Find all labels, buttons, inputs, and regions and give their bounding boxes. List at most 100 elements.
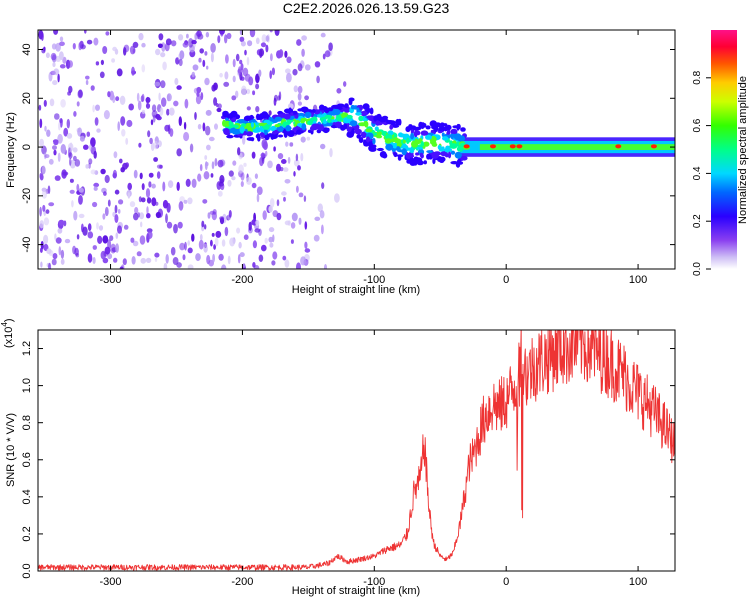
spectrogram-noise-cell [147,230,153,239]
spectrogram-noise-cell [83,144,89,150]
spectrogram-noise-cell [161,97,167,107]
spectrogram-noise-cell [217,190,223,197]
spectrogram-noise-cell [183,121,187,130]
spectrogram-band-cell [241,126,245,132]
spectrogram-band-cell [411,140,418,148]
spectrogram-noise-cell [176,181,180,191]
spectrogram-noise-cell [177,221,183,229]
snr-series-line [38,330,675,571]
spectrogram-noise-cell [115,232,119,239]
spectrogram-noise-cell [255,83,260,90]
spectrogram-noise-cell [242,67,249,77]
spectrogram-noise-cell [314,216,321,221]
spectrogram-noise-cell [87,231,94,239]
spectrogram-noise-cell [112,169,117,179]
spectrogram-noise-cell [58,219,65,226]
spectrogram-noise-cell [248,76,254,86]
spectrogram-noise-cell [226,32,232,40]
spectrogram-noise-cell [50,52,57,61]
spectrogram-band-cell [327,118,332,123]
spectrogram-noise-cell [262,141,268,151]
spectrogram-band-cell [450,150,456,155]
spectrogram-noise-cell [113,257,118,263]
spectrogram-noise-cell [217,103,222,109]
spectrogram-noise-cell [255,219,260,227]
spectrogram-noise-cell [224,34,228,44]
spectrogram-noise-cell [199,164,203,172]
spectrogram-noise-cell [285,141,289,147]
spectrogram-noise-cell [156,116,162,121]
spectrogram-band-cell [375,120,380,126]
spectrogram-noise-cell [268,227,275,233]
spectrogram-noise-cell [151,110,158,118]
spectrogram-noise-cell [121,129,126,137]
spectrogram-noise-cell [287,103,294,110]
spectrogram-band-cell [222,110,229,117]
spectrogram-noise-cell [227,179,232,187]
spectrogram-noise-cell [139,235,146,245]
spectrogram-band-cell [372,137,376,145]
spectrogram-band-cell [442,136,449,141]
spectrogram-noise-cell [45,52,50,59]
spectrogram-noise-cell [113,151,118,159]
spectrogram-noise-cell [203,171,210,180]
spectrogram-noise-cell [206,144,211,151]
spectrogram-noise-cell [69,157,72,166]
spectrogram-noise-cell [58,246,62,256]
x-tick-label: -200 [231,576,253,588]
spectrogram-noise-cell [119,95,126,106]
spectrogram-noise-cell [216,107,222,113]
spectrogram-band-cell [262,125,270,130]
spectrogram-noise-cell [95,104,100,111]
spectrogram-band-cell [226,134,234,139]
spectrogram-noise-cell [90,85,95,91]
spectrogram-noise-cell [192,64,199,71]
spectrogram-band-cell [425,134,432,140]
y-tick-label: 0 [21,144,33,150]
spectrogram-band-cell [318,124,325,131]
spectrogram-noise-cell [52,145,57,151]
spectrogram-noise-cell [273,94,279,102]
spectrogram-band-cell [364,121,369,128]
spectrogram-band-cell [264,134,270,141]
tone-hot-spot [615,144,622,149]
spectrogram-noise-cell [293,159,300,167]
spectrogram-noise-cell [43,99,47,107]
spectrogram-noise-cell [297,92,302,101]
spectrogram-noise-cell [251,182,257,189]
spectrogram-noise-cell [261,155,265,164]
spectrogram-noise-cell [73,111,77,117]
spectrogram-noise-cell [283,167,289,172]
spectrogram-noise-cell [60,144,66,154]
spectrogram-noise-cell [293,85,298,93]
spectrogram-noise-cell [304,64,311,71]
spectrogram-noise-cell [252,240,257,249]
spectrogram-noise-cell [119,158,123,164]
spectrogram-band-cell [310,125,315,132]
spectrogram-band-cell [300,117,308,122]
spectrogram-noise-cell [255,37,260,45]
spectrogram-noise-cell [141,183,145,191]
spectrogram-noise-cell [59,51,64,60]
spectrogram-noise-cell [240,76,245,81]
spectrogram-band-cell [425,125,431,130]
spectrogram-noise-cell [176,85,182,90]
spectrogram-noise-cell [57,133,63,144]
spectrogram-noise-cell [321,182,325,190]
spectrogram-noise-cell [238,241,242,249]
spectrogram-noise-cell [187,264,194,269]
spectrogram-noise-cell [324,50,331,58]
spectrogram-band-cell [366,115,372,119]
spectrogram-band-cell [356,134,361,139]
spectrogram-noise-cell [183,199,188,204]
spectrogram-noise-cell [40,240,44,250]
spectrogram-noise-cell [172,257,179,265]
spectrogram-noise-cell [322,53,326,60]
spectrogram-band-cell [450,128,458,135]
spectrogram-noise-cell [154,257,158,262]
spectrogram-band-cell [311,116,318,123]
spectrogram-noise-cell [196,86,202,94]
spectrogram-noise-cell [228,170,234,177]
spectrogram-noise-cell [146,206,149,215]
